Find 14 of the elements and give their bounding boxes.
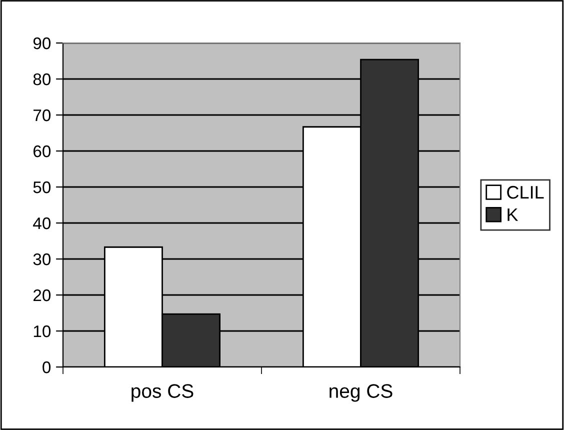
y-tick-label: 40: [33, 217, 51, 230]
y-tick-label: 0: [42, 361, 51, 374]
legend-label: K: [508, 208, 518, 221]
y-tick-label: 20: [33, 289, 51, 302]
x-tick-label: pos CS: [132, 384, 194, 402]
x-tick-label: neg CS: [330, 384, 392, 402]
legend-label: CLIL: [507, 186, 544, 199]
y-tick-label: 70: [34, 109, 51, 122]
y-tick-label: 50: [33, 181, 51, 194]
y-tick-label: 90: [33, 37, 51, 50]
y-tick-label: 10: [34, 325, 51, 338]
y-tick-label: 80: [33, 73, 51, 86]
y-tick-label: 60: [34, 145, 51, 158]
y-tick-label: 30: [33, 253, 51, 266]
